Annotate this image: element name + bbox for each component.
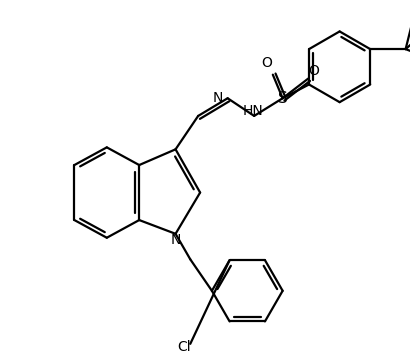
Text: N: N [170,233,180,247]
Text: N: N [212,91,223,105]
Text: O: O [261,56,272,70]
Text: S: S [277,91,287,106]
Text: O: O [308,64,319,78]
Text: Cl: Cl [177,340,191,354]
Text: HN: HN [242,104,263,118]
